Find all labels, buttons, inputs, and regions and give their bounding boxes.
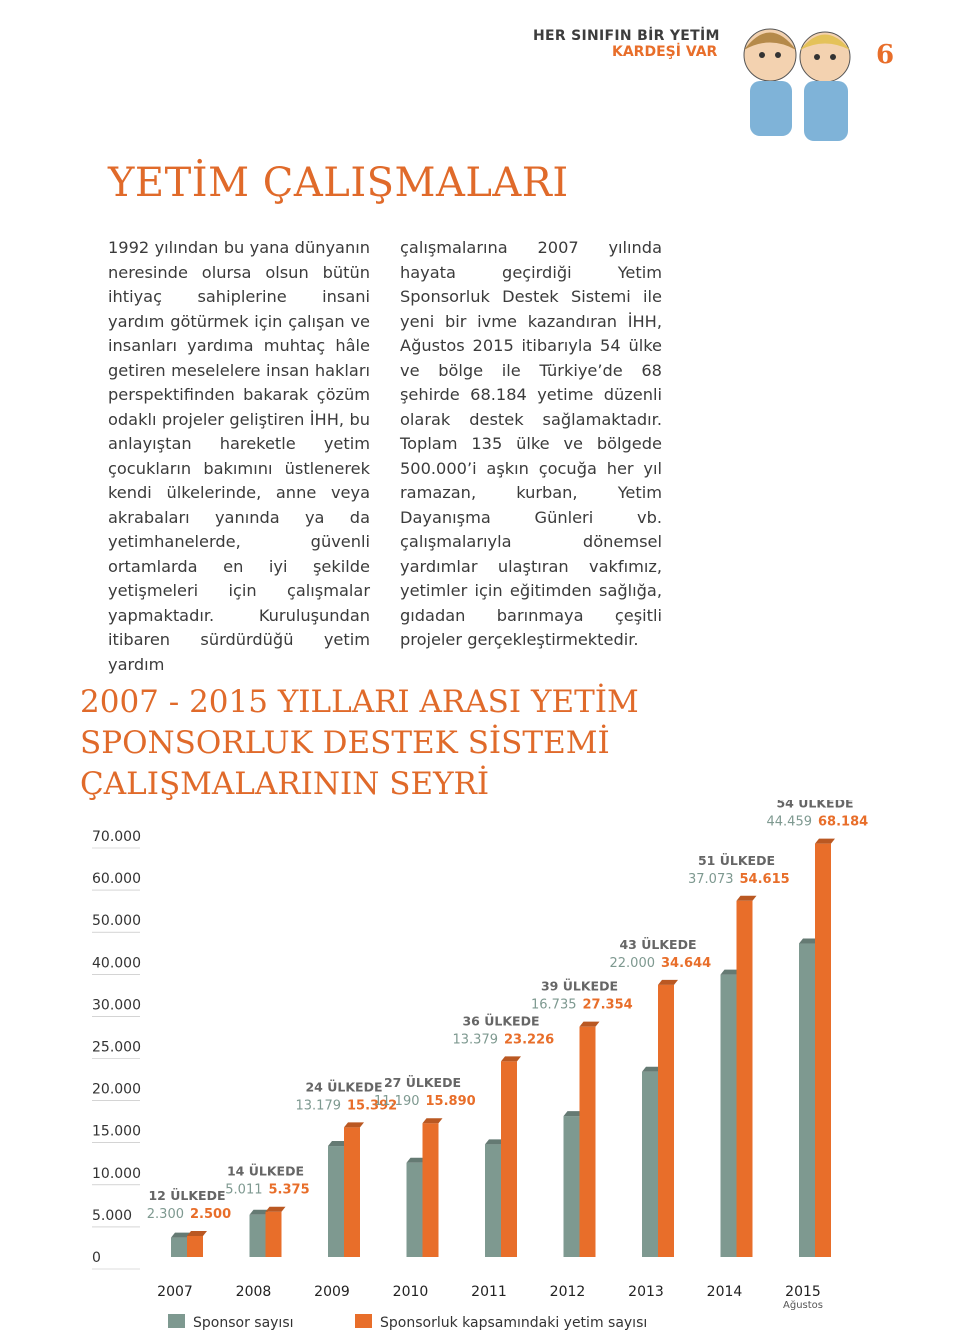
y-tick-label: 60.000	[92, 871, 141, 887]
bar	[720, 974, 737, 1257]
y-tick-label: 5.000	[92, 1208, 132, 1224]
bar-cap	[265, 1206, 286, 1212]
value-label: 22.000	[610, 956, 656, 971]
y-tick-label: 0	[92, 1250, 101, 1266]
x-tick-label: 2009	[314, 1284, 350, 1300]
bar-cap	[406, 1157, 427, 1163]
bar-cap	[815, 838, 835, 844]
y-tick-label: 70.000	[92, 829, 141, 845]
y-tick-label: 15.000	[92, 1124, 141, 1140]
x-tick-label: 2015	[785, 1284, 821, 1300]
y-tick-label: 10.000	[92, 1166, 141, 1182]
annotation: 54 ÜLKEDE	[776, 800, 853, 811]
bar	[485, 1144, 501, 1257]
page-title: YETİM ÇALIŞMALARI	[108, 160, 569, 206]
bar	[265, 1211, 282, 1257]
bar-cap	[563, 1111, 584, 1117]
y-tick-label: 20.000	[92, 1082, 141, 1098]
bar	[799, 943, 815, 1257]
y-tick-label: 40.000	[92, 955, 141, 971]
bar	[736, 900, 753, 1257]
value-label: 34.644	[661, 956, 711, 971]
value-label: 27.354	[583, 998, 633, 1013]
annotation: 14 ÜLKEDE	[227, 1164, 304, 1179]
bar-cap	[579, 1021, 600, 1027]
bar	[344, 1127, 360, 1257]
x-tick-label: 2012	[550, 1284, 586, 1300]
legend-label: Sponsorluk kapsamındaki yetim sayısı	[380, 1315, 647, 1331]
x-tick-label: 2014	[707, 1284, 743, 1300]
value-label: 68.184	[818, 815, 868, 830]
bar	[642, 1071, 658, 1257]
header-line: HER SINIFIN BİR YETİM	[533, 28, 720, 44]
annotation: 12 ÜLKEDE	[148, 1188, 225, 1203]
header-line: KARDEŞİ VAR	[612, 44, 718, 60]
value-label: 16.735	[531, 998, 577, 1013]
chart: 0 5.000 10.000 15.000 20.000 25.000 30.000 40.0…	[92, 800, 868, 1331]
annotation: 36 ÜLKEDE	[462, 1013, 539, 1028]
legend-label: Sponsor sayısı	[193, 1315, 294, 1331]
bar-cap	[485, 1139, 505, 1145]
x-tick-label: 2007	[157, 1284, 193, 1300]
bar-cap	[249, 1209, 270, 1215]
x-tick-label: 2008	[236, 1284, 272, 1300]
kids-illustration	[743, 28, 851, 141]
y-tick-label: 25.000	[92, 1040, 141, 1056]
legend-swatch	[355, 1314, 372, 1328]
bar	[501, 1061, 517, 1257]
bar	[328, 1146, 344, 1257]
bar	[815, 843, 831, 1257]
bar-cap	[187, 1230, 207, 1236]
page-number: 6	[876, 40, 895, 70]
value-label: 5.011	[225, 1183, 262, 1198]
bar	[406, 1162, 423, 1257]
annotation: 43 ÜLKEDE	[619, 937, 696, 952]
annotation: 27 ÜLKEDE	[384, 1075, 461, 1090]
value-label: 37.073	[688, 872, 734, 887]
bar	[579, 1026, 596, 1257]
value-label: 11.190	[374, 1094, 420, 1109]
annotation: 39 ÜLKEDE	[541, 979, 618, 994]
chart-title: 2007 - 2015 YILLARI ARASI YETİM SPONSORL…	[80, 684, 639, 802]
value-label: 13.379	[453, 1032, 499, 1047]
bar-cap	[799, 938, 819, 944]
annotation: 24 ÜLKEDE	[305, 1079, 382, 1094]
bar	[187, 1235, 203, 1257]
bar-cap	[501, 1056, 521, 1062]
bar-cap	[171, 1232, 191, 1238]
x-tick-label: 2013	[628, 1284, 664, 1300]
bar-cap	[422, 1118, 443, 1124]
bar-cap	[642, 1066, 662, 1072]
value-label: 44.459	[767, 815, 813, 830]
x-tick-note: Ağustos	[783, 1299, 823, 1311]
bar	[171, 1237, 187, 1257]
bar	[422, 1123, 439, 1257]
value-label: 23.226	[504, 1032, 554, 1047]
value-label: 13.179	[296, 1098, 342, 1113]
x-tick-label: 2011	[471, 1284, 507, 1300]
bar	[249, 1214, 266, 1257]
bar-cap	[328, 1141, 348, 1147]
body-column: çalışmalarına 2007 yılında hayata geçird…	[400, 238, 662, 649]
bar-cap	[658, 979, 678, 985]
bar-cap	[736, 895, 757, 901]
x-tick-label: 2010	[393, 1284, 429, 1300]
y-tick-label: 30.000	[92, 997, 141, 1013]
value-label: 2.300	[147, 1207, 184, 1222]
body-column: 1992 yılından bu yana dünyanın neresinde…	[108, 238, 370, 674]
bar-cap	[720, 969, 741, 975]
bar	[658, 984, 674, 1257]
bar	[563, 1116, 580, 1257]
legend-swatch	[168, 1314, 185, 1328]
value-label: 54.615	[740, 872, 790, 887]
value-label: 2.500	[190, 1207, 231, 1222]
value-label: 5.375	[269, 1183, 310, 1198]
value-label: 15.392	[347, 1098, 397, 1113]
bar-cap	[344, 1122, 364, 1128]
annotation: 51 ÜLKEDE	[698, 853, 775, 868]
y-tick-label: 50.000	[92, 913, 141, 929]
value-label: 15.890	[426, 1094, 476, 1109]
